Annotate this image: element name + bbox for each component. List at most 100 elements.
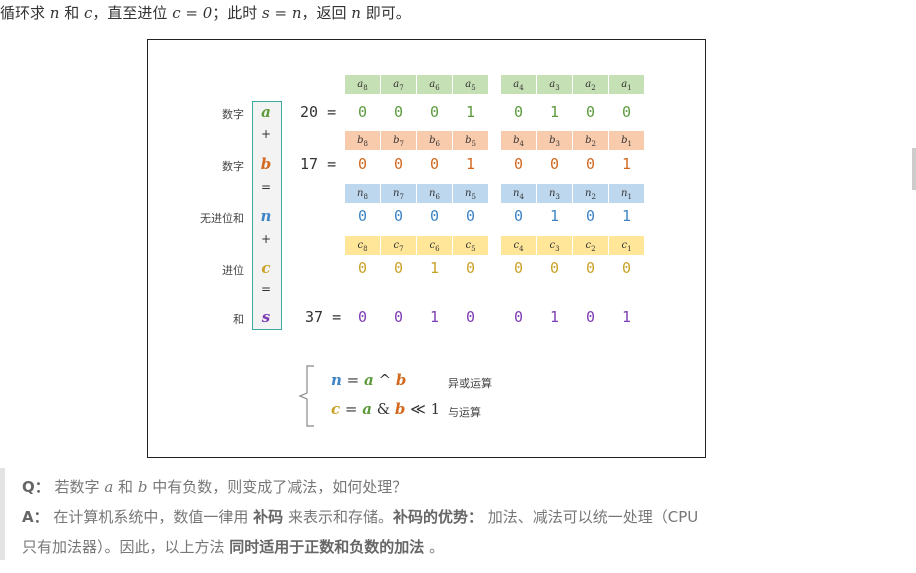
- header-symbol: a: [393, 79, 400, 90]
- header-subscript: 6: [435, 140, 440, 148]
- bit-value: 0: [393, 308, 404, 326]
- header-subscript: 2: [591, 140, 596, 148]
- brace-icon: [298, 365, 314, 427]
- header-subscript: 8: [363, 245, 368, 253]
- decimal-value: 17 =: [300, 155, 337, 173]
- header-subscript: 8: [363, 193, 368, 201]
- math-c: c: [84, 4, 93, 22]
- bit-value: 1: [621, 207, 632, 225]
- header-subscript: 2: [591, 193, 596, 201]
- formula-note: 异或运算: [448, 377, 492, 390]
- text: 和: [59, 4, 84, 22]
- header-subscript: 3: [555, 140, 560, 148]
- bit-value: 1: [429, 259, 440, 277]
- bit-header: a5: [453, 75, 488, 94]
- bit-header: c8: [345, 236, 380, 255]
- question-line: Q： 若数字 a 和 b 中有负数，则变成了减法，如何处理？: [22, 476, 407, 497]
- symbol-a: a: [261, 103, 271, 121]
- header-symbol: c: [465, 240, 472, 251]
- bit-header: b5: [453, 131, 488, 150]
- formula-op: &: [371, 400, 395, 418]
- formula-note: 与运算: [448, 406, 481, 419]
- header-subscript: 3: [555, 193, 560, 201]
- header-subscript: 2: [591, 245, 596, 253]
- header-symbol: a: [513, 79, 520, 90]
- bit-value: 1: [465, 103, 476, 121]
- symbol-b: b: [260, 155, 272, 173]
- header-symbol: c: [393, 240, 400, 251]
- bit-value: 0: [513, 155, 524, 173]
- bit-value: 0: [621, 259, 632, 277]
- bit-header: c6: [417, 236, 452, 255]
- bit-header: a8: [345, 75, 380, 94]
- math-eq: c = 0: [172, 4, 213, 22]
- bit-value: 0: [357, 207, 368, 225]
- text: ；此时: [212, 4, 263, 22]
- header-symbol: b: [393, 135, 400, 146]
- header-subscript: 5: [471, 193, 476, 201]
- header-subscript: 4: [519, 193, 524, 201]
- bit-header: n2: [573, 184, 608, 203]
- bit-value: 1: [621, 308, 632, 326]
- header-subscript: 3: [555, 84, 560, 92]
- scrollbar[interactable]: [912, 148, 916, 190]
- formula-lhs: c: [331, 400, 341, 418]
- bit-header: n4: [501, 184, 536, 203]
- header-symbol: b: [585, 135, 592, 146]
- bit-value: 0: [357, 155, 368, 173]
- intro-paragraph: 循环求 n 和 c，直至进位 c = 0；此时 s = n，返回 n 即可。: [0, 2, 411, 23]
- bit-value: 1: [429, 308, 440, 326]
- symbol-c: c: [261, 259, 271, 277]
- header-symbol: n: [549, 188, 556, 199]
- formula-b: b: [394, 400, 406, 418]
- bit-value: 0: [585, 207, 596, 225]
- bit-value: 0: [621, 103, 632, 121]
- bit-value: 0: [513, 207, 524, 225]
- header-subscript: 6: [435, 245, 440, 253]
- header-symbol: b: [513, 135, 520, 146]
- header-symbol: c: [549, 240, 556, 251]
- binary-addition-figure: 数字 a 20 = 0 a8 0 a7 0 a6 1 a5 0 a4 1 a3 0 a2 0 a1 数字 b 17 = 0 b…: [147, 39, 706, 458]
- header-subscript: 6: [435, 84, 440, 92]
- header-symbol: b: [357, 135, 364, 146]
- row-label: 数字: [222, 108, 244, 121]
- bit-header: a6: [417, 75, 452, 94]
- bold-text: 补码的优势：: [392, 508, 483, 526]
- bit-header: n1: [609, 184, 644, 203]
- math-eq: s = n: [262, 4, 302, 22]
- header-symbol: a: [357, 79, 364, 90]
- bit-value: 0: [513, 259, 524, 277]
- header-subscript: 6: [435, 193, 440, 201]
- operator: =: [260, 282, 272, 296]
- bit-header: a1: [609, 75, 644, 94]
- header-subscript: 1: [627, 140, 632, 148]
- bold-text: 补码: [253, 508, 284, 526]
- text: 。: [424, 538, 445, 556]
- bit-value: 0: [465, 259, 476, 277]
- bit-header: b8: [345, 131, 380, 150]
- header-subscript: 4: [519, 84, 524, 92]
- formula-op: ^: [373, 371, 396, 389]
- answer-line-2: 只有加法器）。因此，以上方法 同时适用于正数和负数的加法 。: [22, 536, 444, 557]
- header-symbol: a: [585, 79, 592, 90]
- bit-value: 0: [429, 103, 440, 121]
- bit-value: 1: [549, 103, 560, 121]
- bit-header: c7: [381, 236, 416, 255]
- bit-header: a4: [501, 75, 536, 94]
- formula-lhs: n: [331, 371, 342, 389]
- bit-header: b6: [417, 131, 452, 150]
- decimal-value: 20 =: [300, 103, 337, 121]
- header-subscript: 7: [399, 84, 404, 92]
- bit-value: 0: [513, 103, 524, 121]
- bit-header: b3: [537, 131, 572, 150]
- header-symbol: c: [513, 240, 520, 251]
- header-subscript: 5: [471, 140, 476, 148]
- operator: =: [260, 180, 272, 194]
- answer-line-1: A： 在计算机系统中，数值一律用 补码 来表示和存储。补码的优势： 加法、减法可…: [22, 506, 698, 527]
- row-label: 数字: [222, 160, 244, 173]
- bit-header: c4: [501, 236, 536, 255]
- header-subscript: 1: [627, 84, 632, 92]
- header-symbol: c: [621, 240, 628, 251]
- header-symbol: a: [549, 79, 556, 90]
- header-subscript: 7: [399, 140, 404, 148]
